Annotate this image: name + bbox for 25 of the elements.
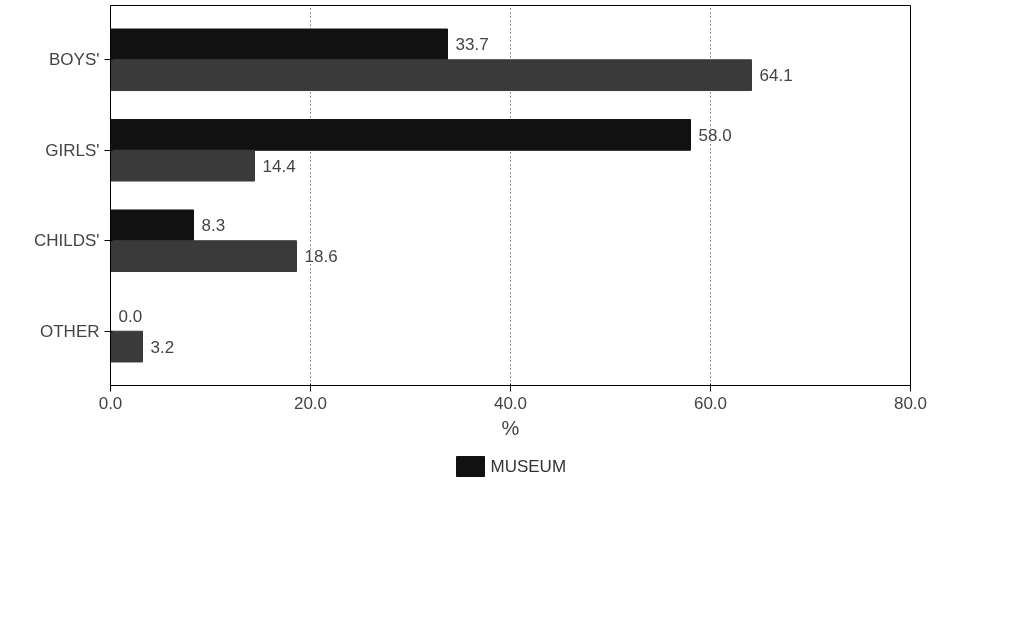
bar bbox=[110, 240, 297, 272]
data-label: 33.7 bbox=[455, 35, 489, 55]
data-label: 3.2 bbox=[150, 337, 175, 357]
data-label: 14.4 bbox=[262, 156, 296, 176]
bar bbox=[110, 149, 255, 182]
data-label: 8.3 bbox=[201, 216, 226, 236]
data-label: 0.0 bbox=[118, 306, 143, 326]
data-label: 18.6 bbox=[304, 247, 338, 267]
x-tick-label: 40.0 bbox=[493, 393, 528, 413]
x-tick-label: 0.0 bbox=[98, 393, 123, 413]
bar bbox=[110, 330, 143, 363]
y-tick-label: OTHER bbox=[40, 321, 100, 341]
bar bbox=[110, 209, 194, 242]
y-tick-label: CHILDS' bbox=[33, 231, 100, 251]
x-tick-label: 60.0 bbox=[693, 393, 728, 413]
y-tick-label: GIRLS' bbox=[45, 140, 100, 160]
x-tick-label: 20.0 bbox=[293, 393, 328, 413]
legend-label: MUSEUM bbox=[490, 457, 567, 476]
y-tick-label: BOYS' bbox=[49, 50, 100, 70]
x-tick-label: 80.0 bbox=[893, 393, 928, 413]
x-axis-title: % bbox=[501, 416, 520, 439]
data-label: 64.1 bbox=[759, 66, 793, 86]
bar bbox=[110, 28, 448, 61]
bar bbox=[110, 119, 691, 151]
data-label: 58.0 bbox=[698, 125, 732, 145]
